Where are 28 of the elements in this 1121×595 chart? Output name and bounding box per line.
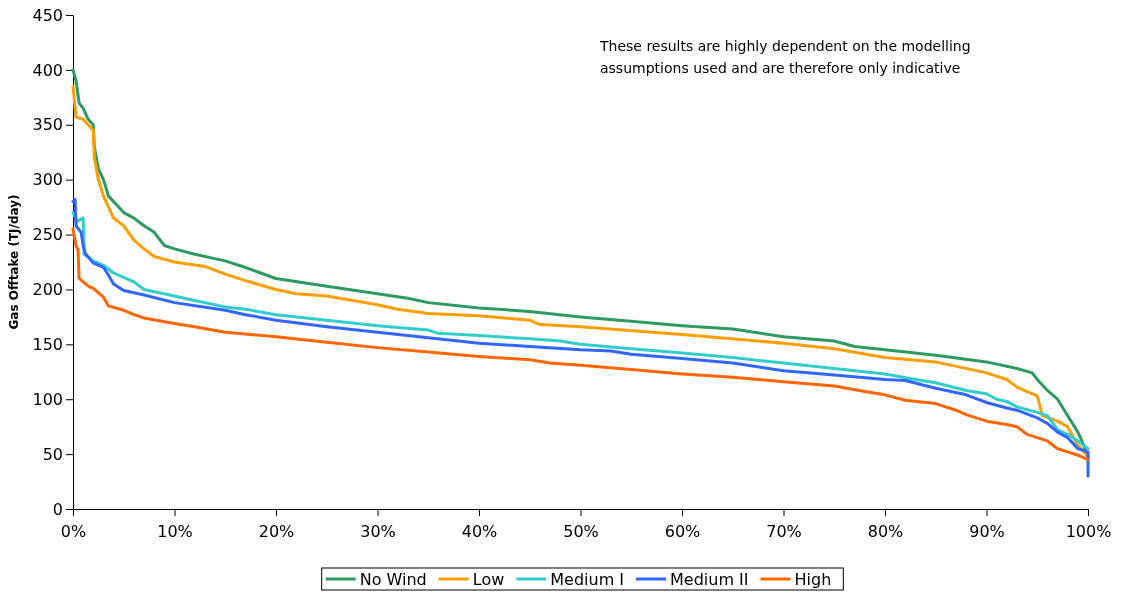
x-tick-label: 70% (766, 521, 802, 541)
x-tick-label: 100% (1065, 521, 1112, 541)
y-axis-title: Gas Offtake (TJ/day) (7, 194, 21, 330)
legend-label: No Wind (359, 570, 427, 589)
legend-label: Medium II (670, 570, 749, 589)
x-tick-label: 20% (258, 521, 295, 541)
legend-label: Low (472, 570, 505, 589)
x-tick-label: 30% (360, 521, 396, 541)
x-tick-label: 50% (563, 521, 599, 541)
legend-label: High (794, 570, 832, 589)
y-tick-label: 0 (52, 499, 63, 519)
y-tick-label: 450 (32, 5, 63, 25)
y-tick-label: 150 (32, 334, 63, 354)
legend-label: Medium I (550, 570, 625, 589)
y-tick-label: 200 (32, 280, 63, 300)
x-tick-label: 90% (969, 521, 1005, 541)
y-tick-label: 400 (32, 60, 63, 80)
y-tick-label: 50 (42, 444, 63, 464)
annotation: These results are highly dependent on the modelling assumptions used and are therefore only indicative (600, 37, 972, 78)
y-tick-label: 300 (32, 170, 63, 190)
x-tick-label: 60% (664, 521, 701, 541)
x-tick-label: 40% (461, 521, 498, 541)
x-tick-label: 80% (867, 521, 904, 541)
y-tick-label: 350 (32, 115, 63, 135)
y-tick-label: 250 (32, 225, 63, 245)
x-tick-label: 0% (60, 521, 87, 541)
x-tick-label: 10% (157, 521, 193, 541)
y-tick-label: 100 (32, 389, 63, 409)
